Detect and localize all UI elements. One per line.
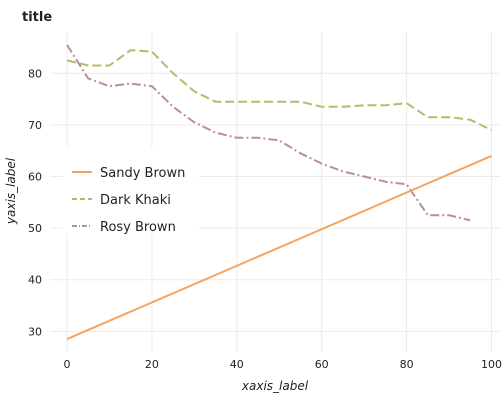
legend-label: Dark Khaki (100, 193, 171, 208)
legend-label: Sandy Brown (100, 166, 185, 181)
y-axis-ticks: 30 40 50 60 70 80 (28, 67, 42, 338)
y-tick-label: 70 (28, 119, 42, 132)
chart-title: title (22, 10, 52, 25)
y-tick-label: 80 (28, 67, 42, 80)
legend-label: Rosy Brown (100, 220, 176, 235)
y-tick-label: 60 (28, 171, 42, 184)
series-line-rosy-brown (66, 44, 471, 222)
x-tick-label: 100 (481, 358, 502, 371)
y-axis-label: yaxis_label (4, 157, 18, 225)
legend: Sandy Brown Dark Khaki Rosy Brown (63, 147, 199, 235)
y-tick-label: 50 (28, 222, 42, 235)
series-layer (66, 44, 492, 341)
x-tick-label: 20 (145, 358, 159, 371)
x-tick-label: 60 (315, 358, 329, 371)
x-tick-label: 0 (63, 358, 70, 371)
legend-box (63, 147, 199, 233)
series-line-dark-khaki (66, 49, 492, 131)
series-line-sandy-brown (66, 154, 492, 341)
y-tick-label: 30 (28, 325, 42, 338)
y-tick-label: 40 (28, 274, 42, 287)
x-tick-label: 80 (400, 358, 414, 371)
x-axis-label: xaxis_label (241, 379, 309, 393)
x-axis-ticks: 0 20 40 60 80 100 (63, 358, 502, 371)
x-tick-label: 40 (230, 358, 244, 371)
